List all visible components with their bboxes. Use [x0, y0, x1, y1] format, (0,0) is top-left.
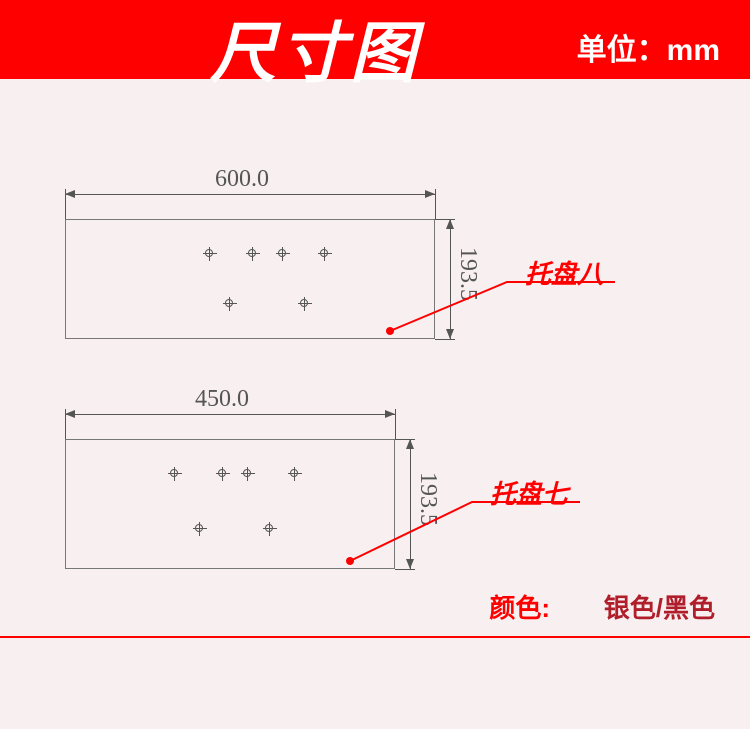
- leader-dot: [346, 557, 354, 565]
- hole-marker: [205, 249, 213, 257]
- hole-marker: [320, 249, 328, 257]
- hole-marker: [278, 249, 286, 257]
- hole-marker: [300, 299, 308, 307]
- arrow-icon: [385, 410, 395, 418]
- header-title: 尺寸图: [210, 0, 420, 96]
- panel-1: [65, 219, 435, 339]
- arrow-icon: [446, 219, 454, 229]
- dim-ext: [395, 409, 396, 439]
- dim-ext: [435, 189, 436, 219]
- panel-label-2: 托盘七: [490, 474, 568, 511]
- arrow-icon: [65, 410, 75, 418]
- footer-color-value: 银色/黑色: [604, 588, 715, 625]
- dim-ext: [395, 569, 415, 570]
- header-bar: 尺寸图 单位：mm: [0, 0, 750, 79]
- leader-line: [0, 79, 750, 729]
- arrow-icon: [406, 559, 414, 569]
- footer-divider: [0, 636, 750, 638]
- footer-color-label: 颜色:: [489, 588, 550, 625]
- dim-width-text-2: 450.0: [195, 386, 249, 413]
- hole-marker: [243, 469, 251, 477]
- dim-height-text-1: 193.5: [454, 247, 481, 301]
- arrow-icon: [406, 439, 414, 449]
- leader-line: [0, 79, 750, 729]
- dim-width-text-1: 600.0: [215, 166, 269, 193]
- panel-2: [65, 439, 395, 569]
- hole-marker: [290, 469, 298, 477]
- header-unit: 单位：mm: [577, 25, 720, 69]
- panel-label-1: 托盘八: [525, 254, 603, 291]
- hole-marker: [225, 299, 233, 307]
- dim-height-line-2: [410, 439, 411, 569]
- arrow-icon: [425, 190, 435, 198]
- dim-height-text-2: 193.5: [414, 472, 441, 526]
- dim-width-line-1: [65, 194, 435, 195]
- hole-marker: [265, 524, 273, 532]
- hole-marker: [170, 469, 178, 477]
- dim-height-line-1: [450, 219, 451, 339]
- arrow-icon: [65, 190, 75, 198]
- hole-marker: [248, 249, 256, 257]
- dim-ext: [435, 339, 455, 340]
- leader-dot: [386, 327, 394, 335]
- dim-width-line-2: [65, 414, 395, 415]
- hole-marker: [218, 469, 226, 477]
- hole-marker: [195, 524, 203, 532]
- arrow-icon: [446, 329, 454, 339]
